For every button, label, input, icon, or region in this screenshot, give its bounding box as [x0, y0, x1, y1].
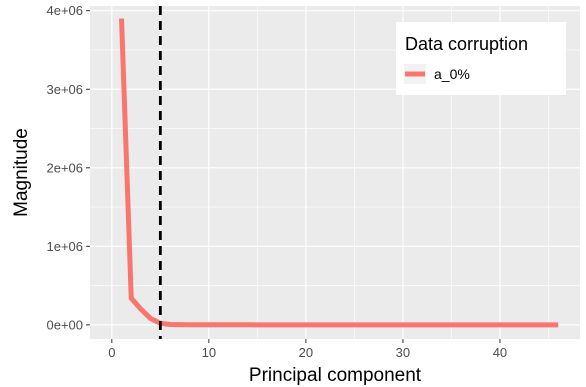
x-axis: 0 10 20 30 40 [108, 339, 507, 360]
y-tick-label: 0e+00 [46, 317, 83, 332]
y-axis: 0e+00 1e+06 2e+06 3e+06 4e+06 [46, 3, 90, 332]
y-tick-label: 2e+06 [46, 160, 83, 175]
legend-label: a_0% [434, 66, 470, 82]
legend-background [396, 22, 566, 95]
x-tick-label: 10 [202, 345, 216, 360]
x-tick-label: 30 [396, 345, 410, 360]
y-tick-label: 4e+06 [46, 3, 83, 18]
y-tick-label: 1e+06 [46, 239, 83, 254]
x-axis-title: Principal component [249, 365, 422, 386]
legend-items: a_0% [404, 64, 470, 84]
legend-title: Data corruption [405, 34, 528, 54]
y-tick-label: 3e+06 [46, 82, 83, 97]
legend: Data corruption a_0% [396, 22, 566, 95]
y-axis-title: Magnitude [11, 128, 32, 217]
x-tick-label: 40 [493, 345, 507, 360]
x-tick-label: 20 [299, 345, 313, 360]
x-tick-label: 0 [108, 345, 115, 360]
